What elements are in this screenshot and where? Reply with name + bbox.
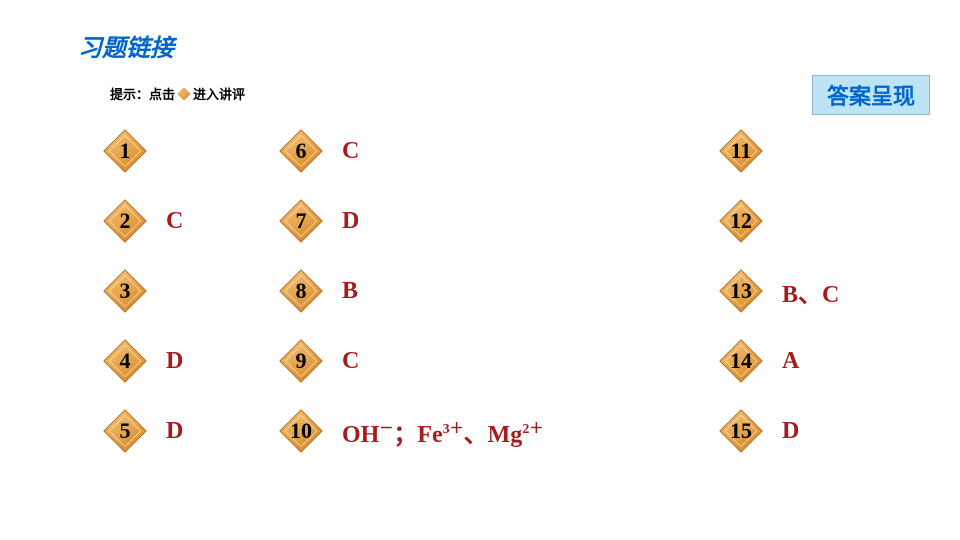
question-diamond-2[interactable]: 2 — [102, 198, 148, 244]
question-item-5: 5D — [102, 408, 183, 454]
question-diamond-3[interactable]: 3 — [102, 268, 148, 314]
question-diamond-5[interactable]: 5 — [102, 408, 148, 454]
answer-text-5: D — [166, 418, 183, 445]
question-item-11: 11 — [718, 128, 782, 174]
answer-text-7: D — [342, 208, 359, 235]
answer-text-8: B — [342, 278, 358, 305]
question-item-7: 7D — [278, 198, 359, 244]
hint-suffix: 进入讲评 — [193, 84, 245, 103]
question-diamond-7[interactable]: 7 — [278, 198, 324, 244]
question-diamond-13[interactable]: 13 — [718, 268, 764, 314]
question-item-8: 8B — [278, 268, 358, 314]
hint-prefix: 提示：点击 — [110, 84, 175, 103]
question-item-14: 14 A — [718, 338, 799, 384]
question-number: 15 — [730, 418, 752, 444]
question-number: 12 — [730, 208, 752, 234]
question-item-9: 9C — [278, 338, 359, 384]
question-diamond-8[interactable]: 8 — [278, 268, 324, 314]
question-number: 5 — [120, 418, 131, 444]
question-diamond-12[interactable]: 12 — [718, 198, 764, 244]
question-diamond-10[interactable]: 10 — [278, 408, 324, 454]
question-diamond-11[interactable]: 11 — [718, 128, 764, 174]
question-diamond-9[interactable]: 9 — [278, 338, 324, 384]
page-title: 习题链接 — [78, 28, 174, 63]
hint-text: 提示：点击 进入讲评 — [110, 84, 245, 103]
question-item-12: 12 — [718, 198, 782, 244]
question-diamond-1[interactable]: 1 — [102, 128, 148, 174]
question-item-13: 13 B、C — [718, 268, 839, 314]
question-number: 2 — [120, 208, 131, 234]
question-number: 6 — [296, 138, 307, 164]
answer-text-9: C — [342, 348, 359, 375]
answer-text-14: A — [782, 348, 799, 375]
answer-text-10: OH－；Fe3＋、Mg2＋ — [342, 414, 543, 449]
question-item-15: 15 D — [718, 408, 799, 454]
answer-text-6: C — [342, 138, 359, 165]
question-number: 8 — [296, 278, 307, 304]
question-diamond-4[interactable]: 4 — [102, 338, 148, 384]
answer-text-13: B、C — [782, 274, 839, 309]
question-number: 14 — [730, 348, 752, 374]
question-number: 3 — [120, 278, 131, 304]
question-number: 1 — [120, 138, 131, 164]
question-item-1: 1 — [102, 128, 166, 174]
question-item-6: 6C — [278, 128, 359, 174]
answers-badge: 答案呈现 — [812, 75, 930, 115]
question-diamond-15[interactable]: 15 — [718, 408, 764, 454]
question-number: 4 — [120, 348, 131, 374]
question-number: 9 — [296, 348, 307, 374]
answer-text-15: D — [782, 418, 799, 445]
question-diamond-6[interactable]: 6 — [278, 128, 324, 174]
question-item-10: 10 OH－；Fe3＋、Mg2＋ — [278, 408, 543, 454]
question-number: 10 — [290, 418, 312, 444]
answer-text-2: C — [166, 208, 183, 235]
question-diamond-14[interactable]: 14 — [718, 338, 764, 384]
question-item-3: 3 — [102, 268, 166, 314]
question-number: 7 — [296, 208, 307, 234]
answer-text-4: D — [166, 348, 183, 375]
question-number: 11 — [731, 138, 752, 164]
question-item-4: 4D — [102, 338, 183, 384]
question-number: 13 — [730, 278, 752, 304]
hint-diamond-icon — [177, 87, 191, 101]
question-item-2: 2C — [102, 198, 183, 244]
